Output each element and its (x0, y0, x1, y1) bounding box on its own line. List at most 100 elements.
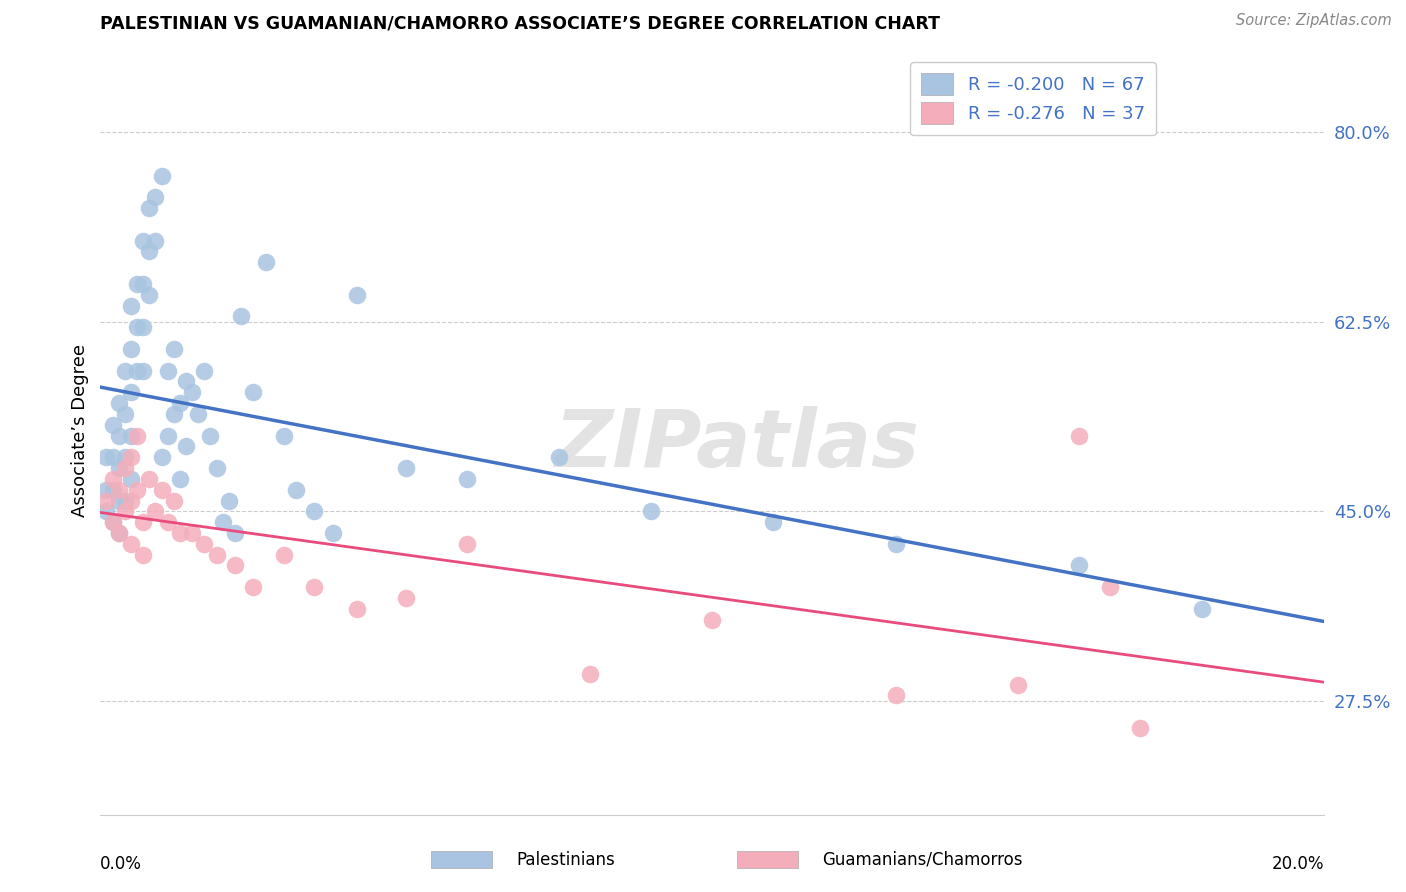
Point (200, 428, 222, 442)
Point (285, 483, 308, 497)
Point (181, 526, 204, 541)
Point (125, 363, 148, 377)
Text: Guamanians/Chamorros: Guamanians/Chamorros (823, 851, 1022, 869)
Point (150, 483, 173, 497)
Point (273, 548, 295, 562)
Point (346, 602, 368, 616)
Point (395, 461, 418, 475)
Point (211, 515, 233, 529)
Point (101, 450, 124, 465)
FancyBboxPatch shape (430, 851, 492, 869)
Point (884, 537, 907, 551)
Point (150, 450, 173, 465)
Point (1129, 721, 1152, 735)
Point (456, 537, 478, 551)
Point (156, 428, 179, 442)
Y-axis label: Associate’s Degree: Associate’s Degree (72, 343, 89, 516)
Point (114, 493, 136, 508)
Point (125, 277, 148, 291)
Point (125, 483, 148, 497)
Point (346, 287, 368, 301)
Legend: R = -0.200   N = 67, R = -0.276   N = 37: R = -0.200 N = 67, R = -0.276 N = 37 (910, 62, 1156, 136)
Text: ZIPatlas: ZIPatlas (554, 407, 920, 484)
Point (114, 363, 136, 377)
Point (254, 255, 277, 269)
Point (138, 201, 160, 215)
Point (120, 493, 142, 508)
Point (114, 407, 136, 421)
Point (156, 515, 179, 529)
Point (224, 526, 246, 541)
Point (187, 407, 209, 421)
Point (1069, 558, 1091, 573)
Point (193, 363, 215, 377)
Point (107, 526, 129, 541)
Point (138, 472, 160, 486)
Point (125, 428, 148, 442)
Point (548, 450, 571, 465)
Point (96, 450, 118, 465)
Point (132, 515, 155, 529)
Point (1191, 602, 1213, 616)
Text: 20.0%: 20.0% (1271, 855, 1324, 872)
Point (101, 472, 124, 486)
Point (132, 277, 155, 291)
Point (163, 407, 186, 421)
Point (169, 472, 191, 486)
Point (884, 689, 907, 703)
Point (163, 342, 186, 356)
Point (163, 493, 186, 508)
Point (96, 483, 118, 497)
Point (1007, 677, 1029, 691)
Point (762, 515, 785, 529)
Text: Palestinians: Palestinians (516, 851, 614, 869)
Point (132, 234, 155, 248)
Point (224, 558, 246, 573)
Point (120, 472, 142, 486)
Point (150, 169, 173, 183)
Point (578, 666, 600, 681)
Point (132, 320, 155, 334)
Point (193, 537, 215, 551)
Point (145, 234, 167, 248)
Point (1098, 580, 1121, 594)
Point (107, 396, 129, 410)
Point (205, 461, 228, 475)
Point (229, 310, 252, 324)
Point (132, 548, 155, 562)
Point (640, 504, 662, 518)
Point (205, 548, 228, 562)
Point (169, 526, 191, 541)
Point (174, 375, 197, 389)
Point (125, 320, 148, 334)
Point (456, 472, 478, 486)
Point (107, 461, 129, 475)
Point (273, 428, 295, 442)
Text: PALESTINIAN VS GUAMANIAN/CHAMORRO ASSOCIATE’S DEGREE CORRELATION CHART: PALESTINIAN VS GUAMANIAN/CHAMORRO ASSOCI… (100, 15, 941, 33)
Point (120, 342, 142, 356)
Point (96, 493, 118, 508)
Point (322, 526, 344, 541)
Point (101, 417, 124, 432)
Point (107, 428, 129, 442)
Point (700, 613, 723, 627)
Point (101, 483, 124, 497)
Point (181, 385, 204, 400)
Point (242, 580, 264, 594)
Point (145, 190, 167, 204)
Point (107, 493, 129, 508)
Text: 0.0%: 0.0% (100, 855, 142, 872)
Point (138, 244, 160, 259)
Point (304, 580, 326, 594)
Point (174, 439, 197, 453)
Point (96, 504, 118, 518)
Point (107, 526, 129, 541)
Point (101, 515, 124, 529)
Point (169, 396, 191, 410)
Point (395, 591, 418, 605)
Point (120, 299, 142, 313)
Point (101, 515, 124, 529)
Point (120, 428, 142, 442)
FancyBboxPatch shape (737, 851, 797, 869)
Point (1069, 428, 1091, 442)
